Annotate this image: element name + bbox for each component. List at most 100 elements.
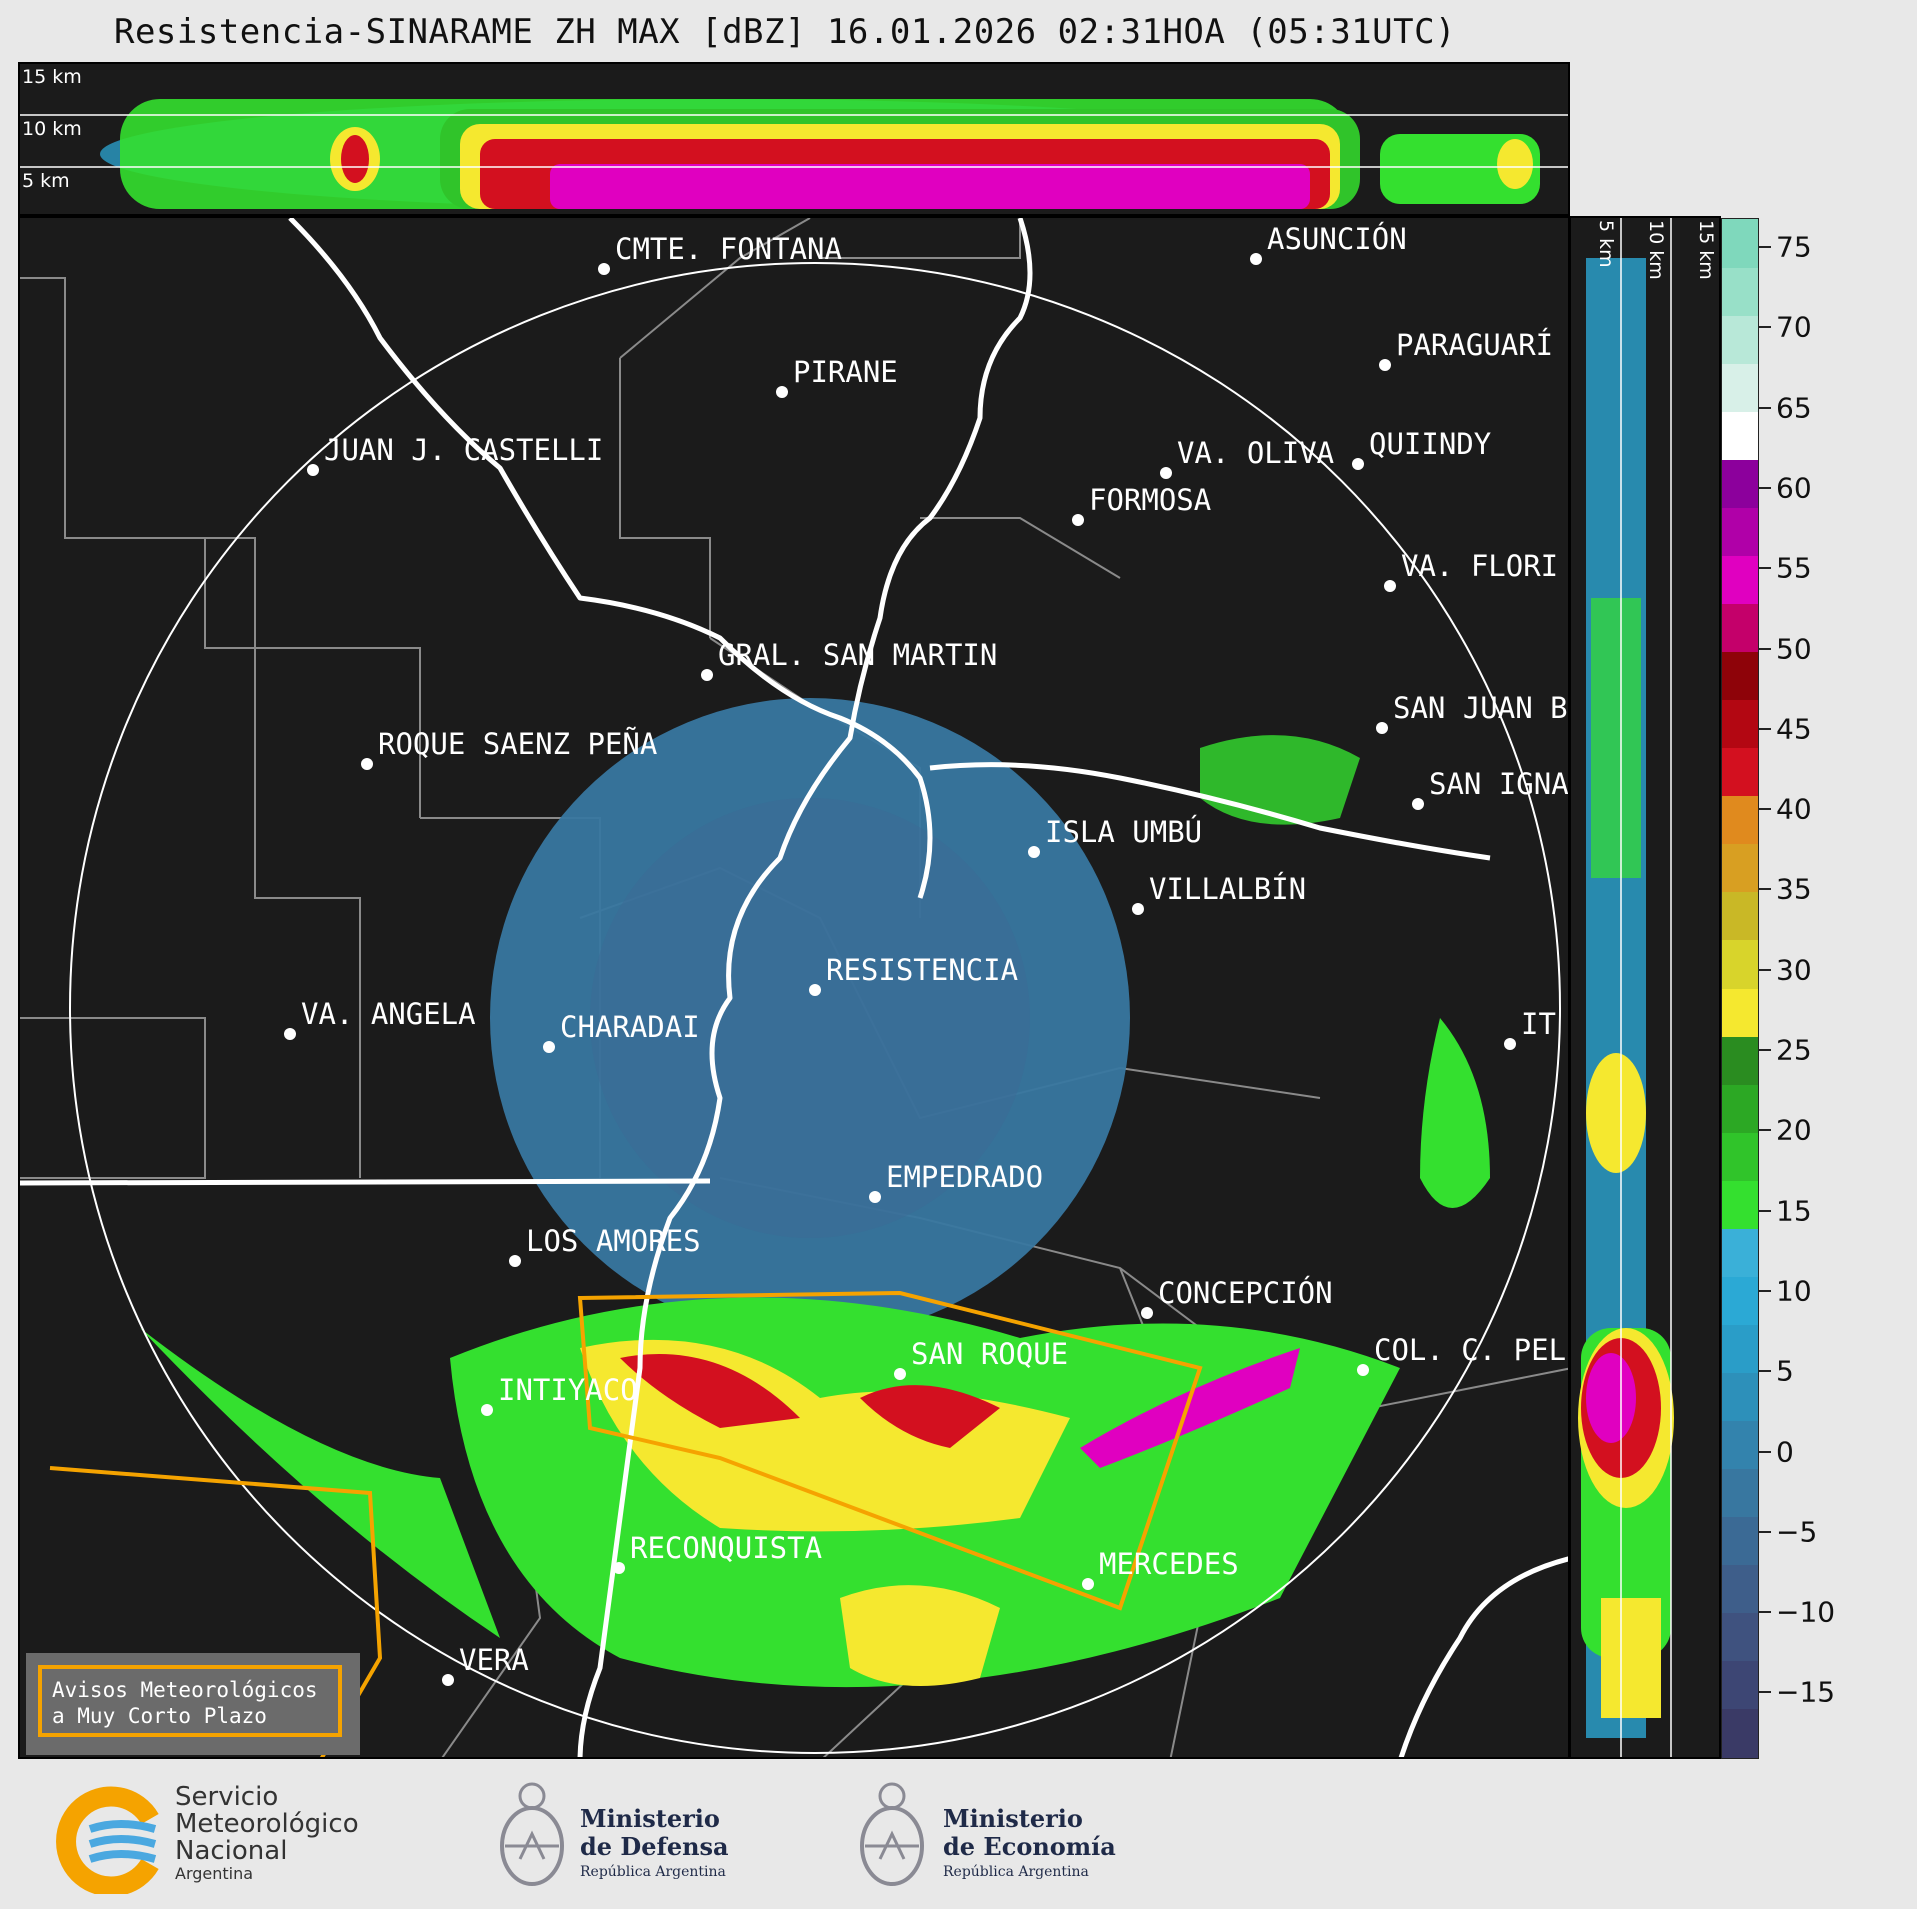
city-marker — [1160, 467, 1172, 479]
city-marker — [481, 1404, 493, 1416]
city-marker — [361, 758, 373, 770]
colorbar-band — [1722, 555, 1758, 604]
defensa-line3: República Argentina — [580, 1864, 726, 1880]
city-marker — [1412, 798, 1424, 810]
city-marker — [307, 464, 319, 476]
smn-line2: Meteorológico — [175, 1809, 359, 1839]
right-label-10km: 10 km — [1645, 220, 1667, 280]
city-label: FORMOSA — [1089, 483, 1211, 517]
city-label: QUIINDY — [1369, 427, 1491, 461]
colorbar-tick-label: 0 — [1776, 1435, 1794, 1468]
top-label-5km: 5 km — [22, 170, 70, 192]
defensa-line2: de Defensa — [580, 1832, 729, 1861]
avisos-line1: Avisos Meteorológicos — [52, 1678, 318, 1702]
colorbar-band — [1722, 1132, 1758, 1181]
city-marker — [1504, 1038, 1516, 1050]
colorbar-band — [1722, 219, 1758, 268]
city-label: RECONQUISTA — [630, 1531, 822, 1565]
colorbar-tick — [1759, 888, 1771, 891]
colorbar-tick-label: 55 — [1776, 551, 1812, 585]
colorbar-tick — [1759, 1370, 1771, 1373]
colorbar-band — [1722, 1036, 1758, 1085]
colorbar-band — [1722, 1468, 1758, 1518]
city-marker — [1250, 253, 1262, 265]
right-label-5km: 5 km — [1595, 220, 1617, 268]
smn-line3: Nacional — [175, 1836, 288, 1866]
colorbar-band — [1722, 1084, 1758, 1133]
colorbar-tick-label: 40 — [1776, 792, 1812, 826]
city-marker — [509, 1255, 521, 1267]
city-label: SAN IGNA — [1429, 767, 1569, 801]
avisos-frame: Avisos Meteorológicos a Muy Corto Plazo — [38, 1665, 342, 1737]
economia-line2: de Economía — [943, 1832, 1116, 1861]
right-cross-section-panel: 5 km 10 km 15 km — [1569, 216, 1721, 1759]
city-label: LOS AMORES — [526, 1224, 701, 1258]
city-marker — [1132, 903, 1144, 915]
colorbar-tick — [1759, 727, 1771, 730]
colorbar-tick — [1759, 647, 1771, 650]
city-label: ISLA UMBÚ — [1045, 815, 1202, 849]
colorbar-band — [1722, 1372, 1758, 1422]
colorbar-band — [1722, 651, 1758, 701]
colorbar-tick-label: 15 — [1776, 1194, 1812, 1228]
colorbar-tick-label: 10 — [1776, 1274, 1812, 1308]
colorbar-tick-label: −5 — [1776, 1515, 1818, 1549]
smn-emblem-icon — [56, 1786, 159, 1894]
city-marker — [598, 263, 610, 275]
city-label: GRAL. SAN MARTIN — [718, 638, 997, 672]
smn-line4: Argentina — [175, 1864, 254, 1883]
colorbar-tick-label: 50 — [1776, 632, 1812, 665]
colorbar-band — [1722, 747, 1758, 797]
defensa-line1: Ministerio — [580, 1804, 720, 1833]
colorbar-tick — [1759, 1530, 1771, 1533]
colorbar-band — [1722, 843, 1758, 893]
city-label: ROQUE SAENZ PEÑA — [378, 727, 657, 761]
city-marker — [701, 669, 713, 681]
city-marker — [442, 1674, 454, 1686]
colorbar-band — [1722, 891, 1758, 941]
city-label: COL. C. PEL — [1374, 1333, 1566, 1367]
colorbar-tick-label: 75 — [1776, 230, 1812, 264]
city-label: VA. OLIVA — [1177, 436, 1334, 470]
colorbar-tick — [1759, 406, 1771, 409]
avisos-badge[interactable]: Avisos Meteorológicos a Muy Corto Plazo — [26, 1653, 360, 1755]
colorbar-tick-label: 5 — [1776, 1354, 1794, 1388]
city-label: SAN ROQUE — [911, 1337, 1068, 1371]
colorbar-tick — [1759, 326, 1771, 329]
colorbar-tick-label: −15 — [1776, 1675, 1836, 1709]
city-marker — [613, 1562, 625, 1574]
colorbar-tick — [1759, 1129, 1771, 1132]
colorbar-band — [1722, 363, 1758, 412]
colorbar-band — [1722, 315, 1758, 364]
colorbar-band — [1722, 1516, 1758, 1566]
city-label: VA. ANGELA — [301, 997, 476, 1031]
avisos-line2: a Muy Corto Plazo — [52, 1704, 267, 1728]
colorbar-band — [1722, 1180, 1758, 1229]
footer-logos: Servicio Meteorológico Nacional Argentin… — [0, 1762, 1917, 1909]
colorbar-band — [1722, 1276, 1758, 1325]
colorbar-band — [1722, 411, 1758, 460]
city-marker — [1379, 359, 1391, 371]
escudo-economia-icon — [860, 1782, 924, 1886]
colorbar-tick — [1759, 1049, 1771, 1051]
colorbar-band — [1722, 1708, 1758, 1758]
colorbar-band — [1722, 603, 1758, 653]
city-label: RESISTENCIA — [826, 953, 1018, 987]
city-marker — [1376, 722, 1388, 734]
colorbar-band — [1722, 1324, 1758, 1373]
city-label: PIRANE — [793, 355, 898, 389]
dbz-colorbar — [1721, 218, 1759, 1759]
smn-line1: Servicio — [175, 1782, 279, 1812]
colorbar-tick-label: −10 — [1776, 1595, 1836, 1629]
colorbar-band — [1722, 1612, 1758, 1662]
city-marker — [1357, 1364, 1369, 1376]
colorbar-band — [1722, 267, 1758, 316]
colorbar-band — [1722, 988, 1758, 1037]
radar-map: CMTE. FONTANA ASUNCIÓN PARAGUARÍ PIRANE JUAN… — [18, 216, 1570, 1759]
city-marker — [1141, 1307, 1153, 1319]
colorbar-tick — [1759, 968, 1771, 971]
city-label: CHARADAI — [560, 1010, 700, 1044]
city-marker — [869, 1191, 881, 1203]
city-label: VA. FLORI — [1401, 549, 1558, 583]
colorbar-band — [1722, 507, 1758, 556]
